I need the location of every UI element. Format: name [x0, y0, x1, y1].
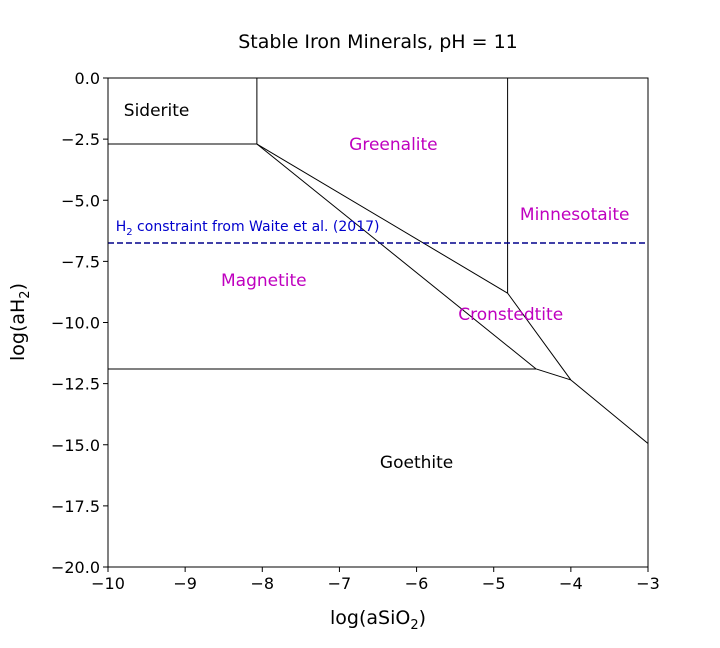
phase-boundary-line — [535, 368, 572, 381]
h2-constraint-label-post: constraint from Waite et al. (2017) — [133, 219, 380, 235]
x-tick-label: −5 — [482, 574, 506, 593]
y-axis-label-base: log(aH — [7, 299, 29, 361]
x-tick-label: −7 — [328, 574, 352, 593]
x-axis-label-base: log(aSiO — [330, 607, 410, 629]
chart-title: Stable Iron Minerals, pH = 11 — [238, 31, 518, 53]
y-tick-label: −2.5 — [61, 130, 100, 149]
region-label-siderite: Siderite — [124, 101, 190, 121]
y-tick-label: 0.0 — [75, 69, 100, 88]
h2-constraint-label-subscript: 2 — [126, 227, 132, 238]
y-tick-label: −12.5 — [51, 375, 100, 394]
y-axis-label: log(aH2) — [7, 283, 33, 361]
y-tick-label: −17.5 — [51, 497, 100, 516]
x-tick-label: −10 — [91, 574, 125, 593]
x-axis-label-subscript: 2 — [410, 618, 418, 633]
h2-constraint-label-pre: H — [116, 219, 127, 235]
plot-area: H2 constraint from Waite et al. (2017) Si… — [108, 78, 649, 473]
x-axis-label: log(aSiO2) — [330, 607, 426, 633]
phase-boundary-line — [256, 143, 508, 294]
y-tick-label: −20.0 — [51, 558, 100, 577]
y-tick-label: −10.0 — [51, 314, 100, 333]
y-tick-label: −5.0 — [61, 191, 100, 210]
phase-boundary-line — [570, 379, 649, 444]
x-tick-label: −6 — [405, 574, 429, 593]
region-label-minnesotaite: Minnesotaite — [520, 205, 630, 225]
x-tick-label: −8 — [250, 574, 274, 593]
x-tick-label: −9 — [173, 574, 197, 593]
y-tick-label: −7.5 — [61, 252, 100, 271]
region-label-greenalite: Greenalite — [349, 135, 437, 155]
y-tick-label: −15.0 — [51, 436, 100, 455]
phase-boundary-line — [256, 143, 537, 370]
y-axis: 0.0 −2.5 −5.0 −7.5 −10.0 −12.5 −15.0 −17.5 −20.0 — [51, 69, 108, 577]
x-axis: −10 −9 −8 −7 −6 −5 −4 −3 — [91, 567, 660, 593]
region-label-cronstedtite: Cronstedtite — [458, 305, 563, 325]
x-tick-label: −3 — [636, 574, 660, 593]
x-tick-label: −4 — [559, 574, 583, 593]
y-axis-label-subscript: 2 — [18, 290, 33, 298]
y-axis-label-tail: ) — [7, 283, 29, 290]
h2-constraint-label: H2 constraint from Waite et al. (2017) — [116, 219, 380, 238]
region-label-magnetite: Magnetite — [221, 271, 307, 291]
phase-boundary-line — [507, 292, 572, 381]
region-label-goethite: Goethite — [380, 453, 453, 473]
x-axis-label-tail: ) — [419, 607, 426, 629]
